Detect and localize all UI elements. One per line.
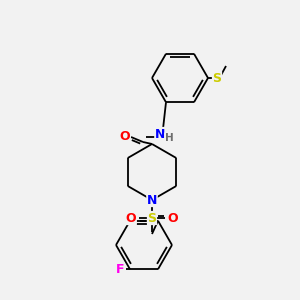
- Text: H: H: [165, 133, 173, 143]
- Text: S: S: [148, 212, 157, 224]
- Text: N: N: [147, 194, 157, 206]
- Text: F: F: [116, 263, 124, 276]
- Text: N: N: [155, 128, 165, 140]
- Text: O: O: [126, 212, 136, 224]
- Text: O: O: [120, 130, 130, 143]
- Text: O: O: [168, 212, 178, 224]
- Text: S: S: [212, 71, 221, 85]
